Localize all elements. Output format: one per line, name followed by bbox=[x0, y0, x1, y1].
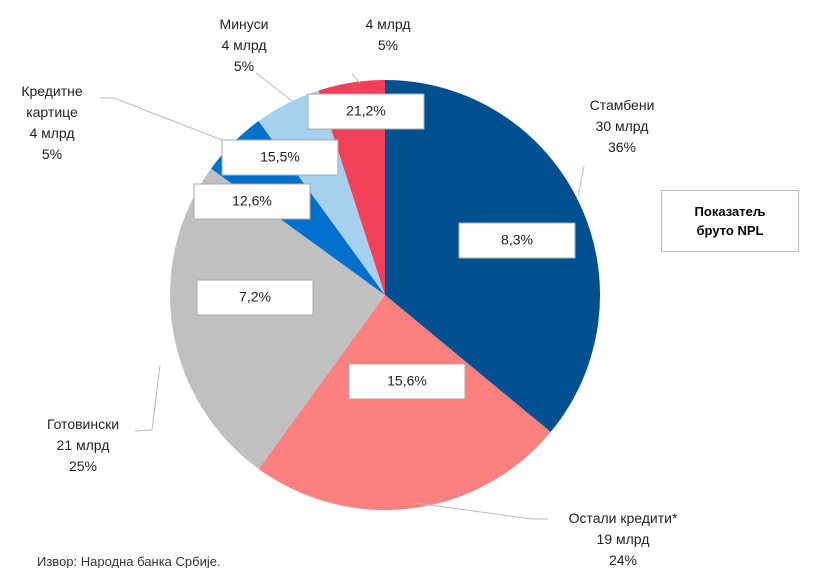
category-label: Минуси bbox=[219, 16, 269, 32]
category-label: Кредитне картице bbox=[21, 83, 83, 120]
leader-line bbox=[100, 97, 223, 141]
value-label: 5% bbox=[233, 58, 255, 74]
category-label: Готовински bbox=[46, 416, 120, 432]
npl-box bbox=[196, 279, 314, 316]
leader-line bbox=[577, 165, 585, 197]
npl-label: 21,2% bbox=[346, 103, 386, 119]
annotation-box: Показатељ бруто NPL bbox=[661, 190, 799, 252]
npl-label: 7,2% bbox=[239, 289, 271, 305]
pie-slice bbox=[258, 295, 551, 510]
value-label: 5% bbox=[377, 37, 399, 53]
source: Извор: Народна банка Србије. bbox=[37, 554, 221, 568]
slice-label: Стамбени 30 млрд 36% bbox=[567, 95, 677, 158]
amount-label: 4 млрд bbox=[365, 16, 411, 32]
value-label: 36% bbox=[607, 139, 637, 155]
category-label: Остали кредити* bbox=[568, 510, 678, 526]
npl-label: 12,6% bbox=[232, 193, 272, 209]
npl-label: 15,6% bbox=[387, 373, 427, 389]
npl-box bbox=[221, 139, 339, 176]
leader-line bbox=[134, 364, 161, 432]
amount-label: 4 млрд bbox=[221, 37, 267, 53]
npl-box bbox=[193, 183, 311, 220]
npl-label: 15,5% bbox=[260, 149, 300, 165]
npl-box bbox=[307, 93, 425, 130]
leader-lines bbox=[100, 72, 585, 520]
slice-label: Минуси 4 млрд 5% bbox=[204, 14, 284, 77]
npl-label: 8,3% bbox=[501, 232, 533, 248]
value-label: 5% bbox=[41, 146, 63, 162]
slice-label: Готовински 21 млрд 25% bbox=[28, 414, 138, 477]
leader-line bbox=[351, 73, 361, 84]
slice-label: 4 млрд 5% bbox=[348, 14, 428, 56]
pie-slice bbox=[318, 80, 385, 295]
leader-line bbox=[414, 502, 548, 520]
slice-label: Кредитне картице 4 млрд 5% bbox=[2, 81, 102, 165]
pie-slice bbox=[170, 168, 385, 469]
amount-label: 19 млрд bbox=[596, 531, 650, 547]
amount-label: 30 млрд bbox=[595, 118, 649, 134]
leader-line bbox=[255, 72, 293, 102]
value-label: 25% bbox=[68, 458, 98, 474]
amount-label: 21 млрд bbox=[56, 437, 110, 453]
category-label: Стамбени bbox=[589, 97, 655, 113]
slice-label: Остали кредити* 19 млрд 24% bbox=[538, 508, 708, 568]
npl-box bbox=[458, 222, 576, 259]
value-label: 24% bbox=[608, 552, 638, 568]
npl-box bbox=[348, 363, 466, 400]
amount-label: 4 млрд bbox=[29, 125, 75, 141]
